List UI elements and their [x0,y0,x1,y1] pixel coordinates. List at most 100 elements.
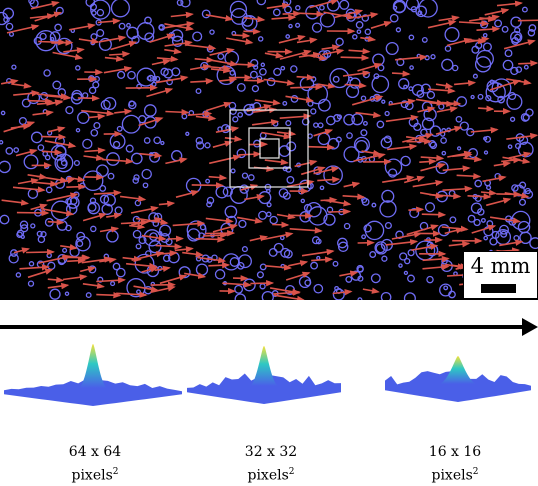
velocity-vector [105,58,123,60]
particle [508,145,511,148]
velocity-vector [471,130,497,132]
particle [145,105,156,116]
particle [161,142,164,145]
velocity-vector [2,200,28,203]
particle [230,1,246,17]
correlation-peak [79,344,107,388]
velocity-vector [157,58,177,60]
particle [104,195,115,206]
particle [289,25,292,28]
particle [526,109,533,116]
particle [93,82,99,88]
particle [352,114,363,125]
particle [0,161,10,172]
velocity-vector [497,3,521,6]
particle [484,34,487,37]
particle [436,162,448,174]
velocity-vector [518,63,537,64]
particle [218,54,224,60]
velocity-vector [457,175,480,176]
particle [97,30,104,37]
window-caption-16: 16 x 16 pixels2 [385,442,525,486]
particle [391,15,398,22]
velocity-vector [13,93,38,95]
particle [243,173,248,178]
velocity-vector [419,161,435,162]
velocity-vector [288,262,306,266]
velocity-vector [205,233,233,234]
velocity-vector [443,168,469,170]
particle [406,0,418,10]
particle [456,117,461,122]
particle [150,153,160,163]
particle [444,286,448,290]
window-caption-32: 32 x 32 pixels2 [201,442,341,486]
particle [361,96,365,100]
velocity-vector [26,252,53,253]
particle [372,274,381,283]
refinement-arrow [0,314,538,340]
velocity-vector [41,137,64,138]
velocity-vector [386,117,417,121]
velocity-vector [290,87,322,88]
particle [29,281,34,286]
particle [405,293,416,300]
particle [267,78,274,85]
particle [423,38,428,43]
velocity-vector [171,14,193,16]
velocity-vector [445,229,463,234]
particle [484,236,487,239]
particle [372,76,388,92]
particle [9,254,18,263]
particle [445,28,459,42]
particle [346,277,352,283]
velocity-vector [28,101,51,102]
particle [320,186,323,189]
particle [474,74,478,78]
particle [254,65,258,69]
particle [530,238,538,249]
particle [281,67,284,70]
particle [111,282,115,286]
particle [132,153,142,163]
particle [86,293,91,298]
particle [202,10,210,18]
particle [409,35,413,39]
particle [344,147,359,162]
velocity-vector [262,234,292,240]
particle [239,255,252,268]
velocity-vector [328,212,349,213]
particle [197,264,208,275]
particle [193,32,202,41]
particle [408,275,415,282]
particle [145,138,150,143]
particle [416,241,435,260]
velocity-vector [104,68,131,73]
velocity-vector [428,22,455,28]
velocity-vector [196,239,224,240]
particle [505,50,512,57]
particle [279,146,290,157]
particle [269,249,277,257]
particle [114,142,120,148]
particle [177,0,182,5]
velocity-vector [206,15,232,19]
correlation-peak-64 [2,340,184,416]
velocity-vector [459,22,488,24]
particle [239,220,246,227]
velocity-vector [20,267,49,269]
particle [460,122,468,130]
velocity-vector [114,111,131,113]
particle [401,156,410,165]
particle [419,0,437,17]
particle [511,17,521,27]
particle [318,123,323,128]
particle [6,148,12,154]
particle [65,292,68,295]
particle [311,262,318,269]
velocity-vector [28,270,52,278]
velocity-vector [109,54,129,55]
particle [525,65,529,69]
velocity-vector [96,280,124,282]
particle [380,201,396,217]
